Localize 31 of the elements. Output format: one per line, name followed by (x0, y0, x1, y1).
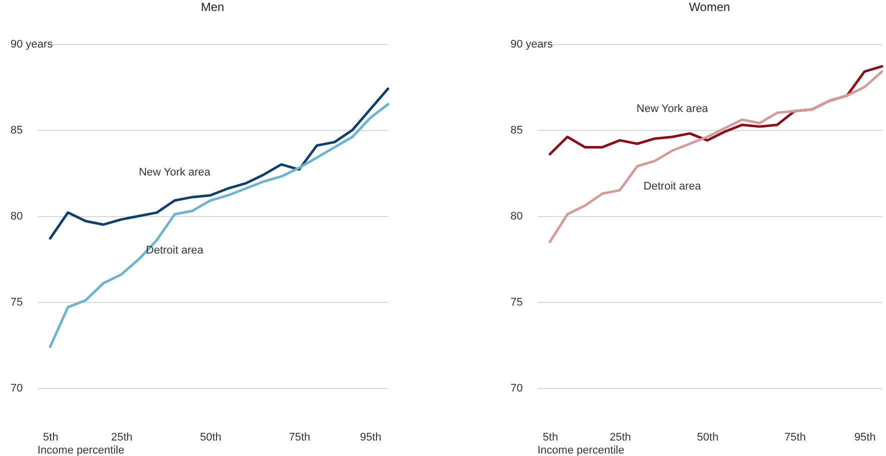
x-tick-label: 75th (784, 432, 806, 444)
x-tick-label: 95th (854, 432, 876, 444)
y-tick-label: 90 years (510, 38, 554, 50)
y-tick-label: 80 (10, 210, 23, 222)
x-axis-title: Income percentile (538, 444, 624, 456)
y-tick-label: 75 (10, 296, 23, 308)
x-tick-label: 25th (610, 432, 632, 444)
chart-title: Women (688, 0, 730, 14)
series-label: Detroit area (146, 244, 204, 256)
y-tick-label: 75 (510, 296, 523, 308)
line-series (48, 87, 390, 240)
series-label: New York area (138, 166, 212, 179)
x-tick-label: 50th (200, 432, 222, 444)
text: New York area (636, 102, 709, 115)
y-tick-label: 70 (510, 382, 523, 394)
x-tick-label: 95th (360, 432, 382, 444)
y-tick-label: 70 (10, 382, 23, 394)
y-tick-label: 80 (510, 210, 523, 222)
y-tick-label: 85 (10, 124, 23, 136)
x-axis-title: Income percentile (38, 444, 124, 456)
series-label: Detroit area (644, 180, 702, 193)
y-tick-label: 90 years (10, 38, 54, 50)
line-series (48, 102, 390, 348)
x-tick-label: 5th (43, 432, 58, 444)
x-tick-label: 25th (111, 432, 132, 444)
y-tick-label: 85 (510, 124, 523, 136)
x-tick-label: 50th (697, 432, 718, 444)
x-tick-label: 75th (288, 432, 310, 444)
x-tick-label: 5th (542, 432, 558, 444)
line-series (548, 70, 884, 244)
chart-title: Men (200, 0, 224, 14)
